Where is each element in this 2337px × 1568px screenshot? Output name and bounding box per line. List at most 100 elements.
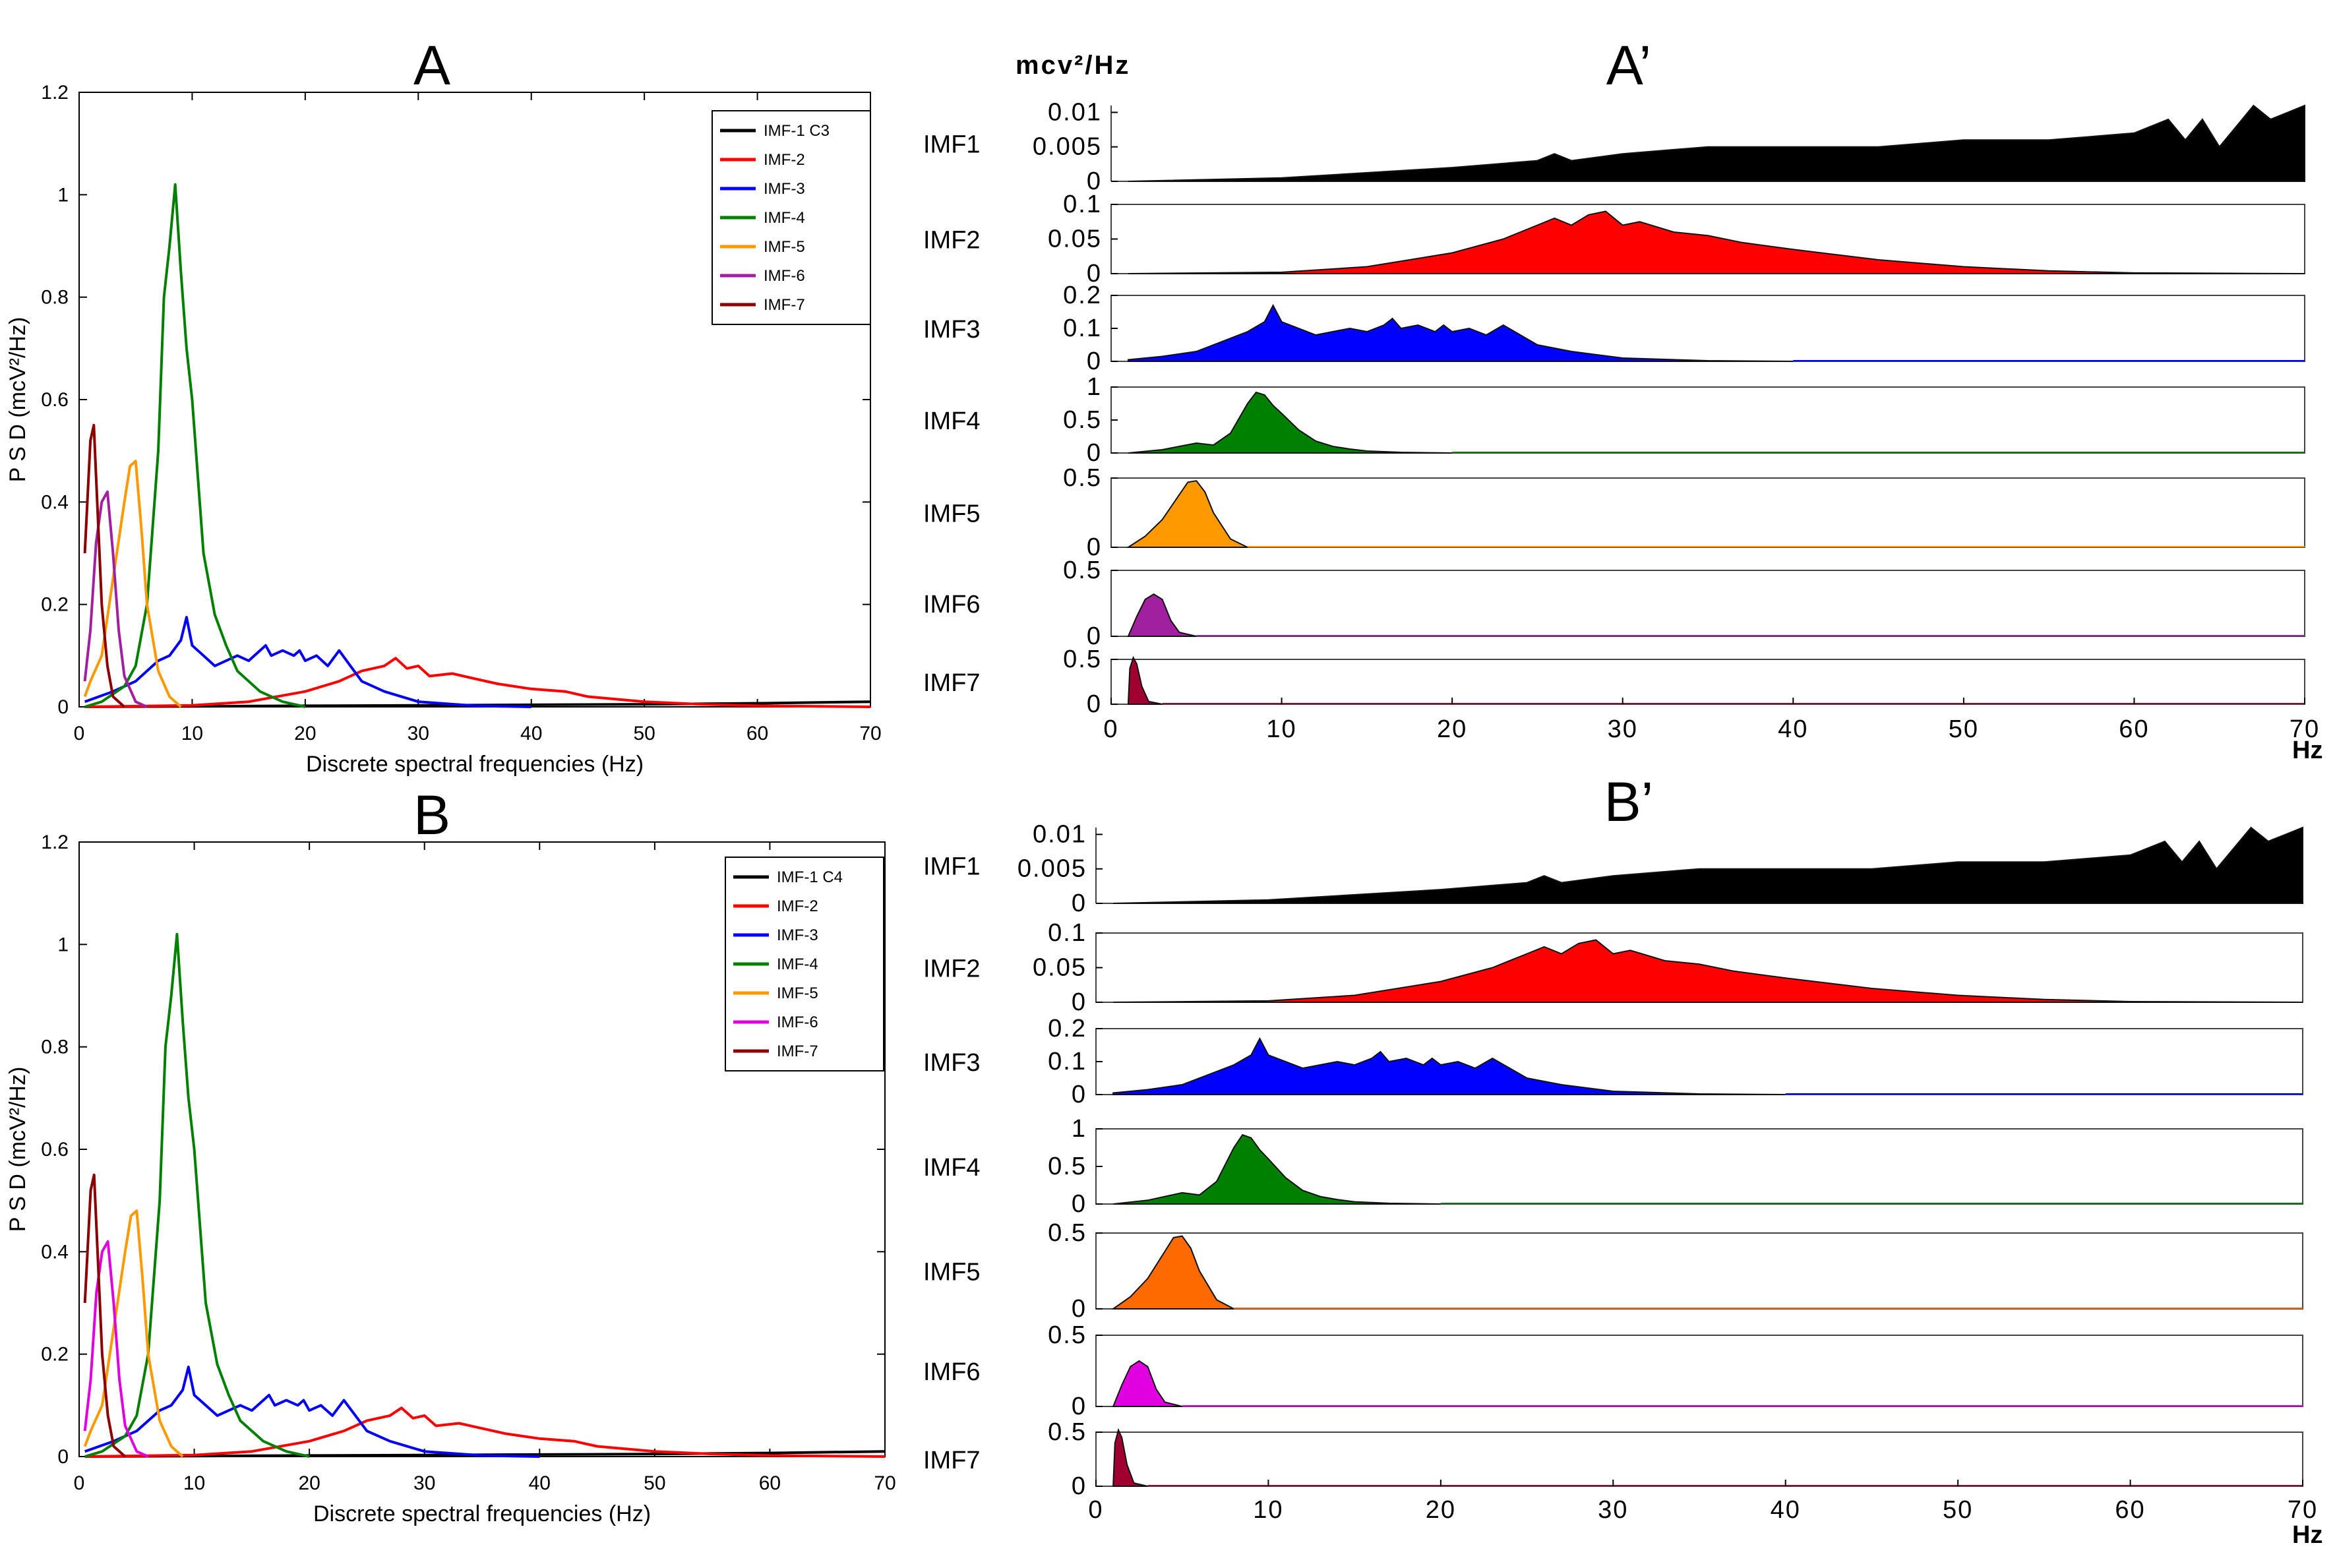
area-imf4	[1112, 1133, 1441, 1205]
row-y-tick-label: 0.5	[1048, 1418, 1087, 1446]
area-imf1	[1113, 826, 2303, 904]
row-imf4: 0 0.5 1 IMF4	[923, 1115, 2303, 1218]
row-label-imf6: IMF6	[923, 1358, 981, 1386]
x-tick-label: 10	[181, 723, 203, 744]
row-y-tick-label: 0.5	[1063, 406, 1102, 434]
y-tick-label: 0.8	[41, 1037, 69, 1058]
legend-entry-imf-3: IMF-3	[764, 180, 805, 198]
row-y-tick-label: 0	[1072, 1393, 1087, 1420]
row-y-tick-label: 0.01	[1048, 98, 1102, 126]
legend-entry-imf-7: IMF-7	[777, 1042, 818, 1060]
row-frame	[1110, 477, 2305, 548]
area-imf7	[1112, 1428, 1148, 1487]
row-label-imf3: IMF3	[923, 1049, 981, 1077]
row-y-tick-label: 0	[1087, 690, 1102, 718]
x-tick-label: 30	[408, 723, 429, 744]
x-tick-label: 10	[1253, 1496, 1283, 1524]
legend-entry-imf-4: IMF-4	[764, 209, 805, 227]
x-tick-label: 0	[74, 723, 85, 744]
x-tick-label: 40	[520, 723, 542, 744]
x-tick-label: 40	[529, 1472, 551, 1494]
area-imf5	[1126, 480, 1248, 548]
row-y-tick-label: 1	[1087, 373, 1102, 401]
x-tick-label: 60	[759, 1472, 781, 1494]
row-imf2: 0 0.05 0.1 IMF2	[923, 191, 2305, 287]
area-imf3	[1127, 303, 1794, 362]
panel-b-prime-imf-stack: B’00.0050.01IMF100.050.1IMF200.10.2IMF30…	[923, 771, 2317, 1524]
row-y-tick-label: 0	[1072, 1190, 1087, 1218]
series-line-imf-3	[84, 616, 531, 708]
legend-entry-imf-1-c3: IMF-1 C3	[764, 122, 830, 140]
row-imf6: 0 0.5 IMF6	[923, 1321, 2303, 1420]
y-tick-label: 0	[57, 696, 69, 718]
y-tick-label: 0	[57, 1446, 69, 1468]
panel-title: A’	[1606, 34, 1651, 96]
legend-entry-imf-4: IMF-4	[777, 955, 818, 973]
y-tick-label: 0.6	[41, 389, 69, 411]
row-imf5: 0 0.5 IMF5	[923, 464, 2305, 561]
legend-entry-imf-2: IMF-2	[777, 897, 818, 915]
row-y-tick-label: 0.01	[1033, 820, 1087, 848]
row-frame	[1095, 1432, 2303, 1487]
legend-entry-imf-1-c4: IMF-1 C4	[777, 868, 843, 886]
x-tick-label: 0	[74, 1472, 85, 1494]
row-imf4: 0 0.5 1 IMF4	[923, 373, 2305, 467]
x-tick-label: 30	[413, 1472, 435, 1494]
x-tick-label: 0	[1103, 715, 1118, 743]
x-tick-label: 60	[2115, 1496, 2145, 1524]
x-tick-label: 40	[1778, 715, 1808, 743]
row-y-tick-label: 0.05	[1033, 954, 1087, 982]
x-tick-label: 70	[2290, 715, 2320, 743]
panel-a-psd-chart: A 0 10 20 30 40 50 60 70 0 0.2 0.4 0.6 0.8 1 1.2 Discret…	[5, 34, 882, 777]
area-imf5	[1110, 1235, 1234, 1310]
x-tick-label: 40	[1771, 1496, 1801, 1524]
row-label-imf7: IMF7	[923, 669, 981, 697]
y-tick-label: 0.4	[41, 1241, 69, 1263]
series-line-imf-5	[83, 1209, 184, 1458]
series-line-imf-2	[84, 657, 871, 708]
row-y-tick-label: 0	[1087, 260, 1102, 287]
area-imf2	[1128, 210, 2305, 274]
row-imf6: 0 0.5 IMF6	[923, 557, 2305, 650]
row-y-tick-label: 0.5	[1048, 1321, 1087, 1349]
x-tick-label: 50	[1949, 715, 1979, 743]
row-y-tick-label: 0.5	[1063, 557, 1102, 584]
y-tick-label: 1	[57, 934, 69, 955]
row-y-tick-label: 0	[1072, 1472, 1087, 1500]
row-y-tick-label: 0	[1072, 890, 1087, 917]
row-y-tick-label: 0.05	[1048, 226, 1102, 253]
series-line-imf-2	[84, 1406, 886, 1458]
y-axis-label: P S D (mcV²/Hz)	[5, 1067, 30, 1232]
row-label-imf1: IMF1	[923, 131, 981, 159]
x-tick-label: 50	[644, 1472, 665, 1494]
row-label-imf5: IMF5	[923, 1259, 981, 1286]
x-tick-label: 70	[874, 1472, 895, 1494]
row-frame	[1110, 570, 2305, 637]
row-y-tick-label: 0.1	[1048, 1048, 1087, 1075]
area-imf3	[1112, 1037, 1786, 1095]
area-imf4	[1128, 391, 1453, 454]
legend-entry-imf-5: IMF-5	[777, 984, 818, 1002]
row-y-tick-label: 0	[1072, 1081, 1087, 1108]
series-line-imf-7	[83, 1173, 127, 1458]
row-y-tick-label: 0	[1087, 533, 1102, 561]
row-label-imf4: IMF4	[923, 1154, 981, 1182]
panel-title: B	[413, 784, 450, 846]
x-axis-label: Discrete spectral frequencies (Hz)	[313, 1501, 651, 1526]
x-tick-label: 20	[298, 1472, 320, 1494]
hz-label-b-prime: Hz	[2292, 1521, 2322, 1549]
row-y-tick-label: 0.1	[1063, 315, 1102, 342]
x-tick-label: 50	[633, 723, 655, 744]
x-axis-label: Discrete spectral frequencies (Hz)	[306, 752, 644, 777]
y-tick-label: 1.2	[41, 831, 69, 853]
area-imf7	[1127, 655, 1163, 705]
row-y-tick-label: 0.5	[1048, 1153, 1087, 1180]
row-label-imf4: IMF4	[923, 407, 981, 435]
row-frame	[1110, 659, 2305, 705]
x-tick-label: 10	[183, 1472, 205, 1494]
row-y-tick-label: 0	[1072, 1295, 1087, 1323]
x-tick-label: 50	[1943, 1496, 1973, 1524]
legend-entry-imf-5: IMF-5	[764, 238, 805, 256]
row-y-tick-label: 0.5	[1048, 1219, 1087, 1247]
x-tick-label: 30	[1598, 1496, 1628, 1524]
